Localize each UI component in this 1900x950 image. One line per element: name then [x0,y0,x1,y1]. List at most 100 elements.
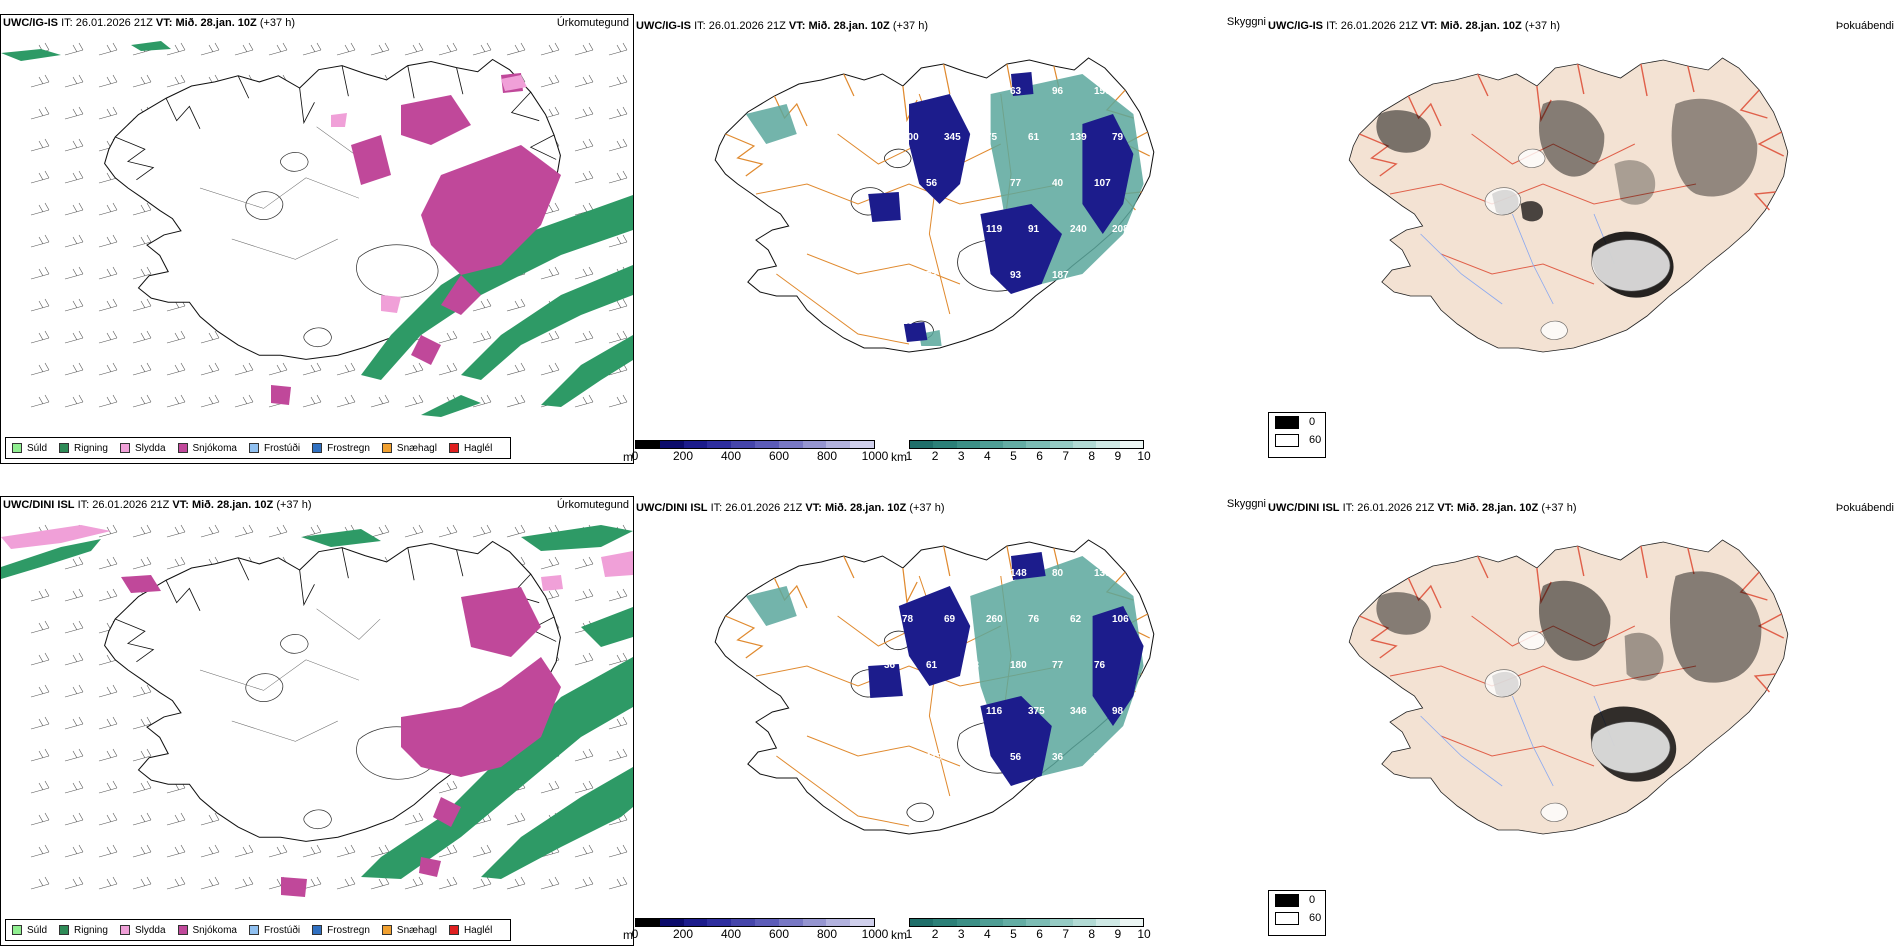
cbar-unit: m [623,928,633,942]
ceiling-value-label: 93 [1010,270,1022,281]
cbar-tick: 7 [1062,449,1069,463]
cbar-cell [778,441,803,448]
cbar-cell [731,919,755,926]
ceiling-value-label: 56 [926,178,938,189]
ceiling-value-label: 75 [986,132,998,143]
cbar-cell [802,919,827,926]
cbar-tick: 4 [983,927,991,941]
it-value: 26.01.2026 21Z [92,499,170,511]
ceiling-value-label: 76 [1094,660,1106,671]
panel-title: Skyggni [1226,498,1266,510]
ceiling-value-label: 116 [986,706,1003,717]
cbar-unit: m [623,450,633,464]
cbar-cell [1073,919,1097,926]
vt-label: VT: [172,499,189,511]
cbar-cell [1073,441,1097,448]
ceiling-value-label: 62 [1070,614,1082,625]
lead-time: (+37 h) [909,502,945,514]
legend-swatch [177,443,188,453]
cbar-tick: 2 [931,449,939,463]
panel-header: UWC/IG-IS IT: 26.01.2026 21Z VT: Mið. 28… [636,20,928,32]
ceiling-value-label: 260 [986,614,1003,625]
ceiling-value-label: 106 [1112,614,1129,625]
ceiling-value-label: 45 [944,706,956,717]
cbar-tick: 9 [1114,927,1122,941]
cbar-tick: 10 [1137,927,1151,941]
ceiling-navy [868,72,1134,342]
ceiling-value-label: 68 [884,86,896,97]
cbar-tick: 8 [1088,927,1096,941]
legend-item: Rigning [59,443,108,454]
ceiling-value-label: 89 [968,270,980,281]
ceiling-value-label: 139 [1070,132,1087,143]
cbar-km: 1 2 3 4 5 6 7 8 9 10 km [891,440,1151,464]
cbar-tick: 5 [1010,449,1017,463]
fog-map [1348,57,1789,353]
legend-item: Slydda [119,442,166,454]
cbar-cell [659,919,684,926]
cbar-tick: 200 [672,927,694,941]
cbar-cell [802,441,827,448]
lead-time: (+37 h) [1541,502,1577,514]
cbar-cell [683,441,708,448]
legend-swatch [312,443,323,453]
cbar-tick: 400 [720,927,742,941]
cbar-cell [979,919,1004,926]
fog-legend: 0 60 [1268,412,1326,458]
ceiling-value-label: 56 [1010,752,1022,763]
cbar-cell [778,919,803,926]
cbar-cell [910,919,934,926]
fog-map [1348,539,1789,835]
legend-item: Snjókoma [177,442,237,454]
ceiling-value-label: 49 [944,224,956,235]
legend-label: Snjókoma [192,442,237,454]
it-label: IT: [1326,20,1338,32]
model-name: UWC/IG-IS [636,20,691,32]
cbar-tick: 8 [1088,449,1096,463]
precip-legend: Súld Rigning Slydda Snjókoma Frostúði Frostre… [5,437,512,459]
vt-label: VT: [805,502,822,514]
ceiling-map: 71 81 93 148 80 139 78 69 260 76 62 106 36 61 73 180 77 7… [714,539,1155,835]
ceiling-value-label: 71 [884,568,896,579]
ceiling-value-label: 345 [944,132,961,143]
legend-swatch [381,925,392,935]
cbar-tick: 9 [1114,449,1122,463]
cbar-tick: 1 [905,449,913,463]
legend-label: Haglél [463,924,493,936]
ceiling-value-label: 79 [1112,132,1124,143]
ceiling-value-label: 36 [1052,752,1064,763]
ceiling-value-label: 70 [968,752,980,763]
ceiling-value-label: 63 [1010,86,1022,97]
legend-swatch [177,925,188,935]
it-label: IT: [694,20,706,32]
legend-item: Frostregn [312,443,370,454]
legend-label: Rigning [74,924,108,936]
ceiling-value-label: 74 [1094,752,1106,763]
legend-item: Frostregn [312,925,370,936]
ceiling-value-label: 85 [1094,270,1106,281]
legend-label: Slydda [134,442,166,454]
legend-item: Slydda [119,925,166,936]
lead-time: (+37 h) [1524,20,1560,32]
cbar-cell [1049,919,1074,926]
cbar-cell [1003,441,1027,448]
legend-label: Rigning [74,442,108,454]
cbar-tick: 600 [768,927,790,941]
it-label: IT: [77,499,90,511]
precip-panel-top: UWC/IG-IS IT: 26.01.2026 21Z VT: Mið. 28… [0,14,634,464]
legend-swatch [248,925,259,935]
cbar-cell [933,441,957,448]
cbar-cell [826,441,851,448]
legend-label: Frostregn [327,442,370,454]
ceiling-value-label: 40 [1052,178,1064,189]
legend-label: Snæhagl [396,442,437,454]
cbar-cell [1119,441,1143,448]
cbar-tick: 1000 [861,927,889,941]
model-name: UWC/DINI ISL [3,499,75,511]
lead-time: (+37 h) [259,17,295,29]
vt-value: Mið. 28.jan. 10Z [808,20,890,32]
model-name: UWC/IG-IS [1268,20,1323,32]
cbar-cell [636,441,660,448]
cbar-cell [933,919,957,926]
precip-panel-bottom: UWC/DINI ISL IT: 26.01.2026 21Z VT: Mið.… [0,496,634,946]
